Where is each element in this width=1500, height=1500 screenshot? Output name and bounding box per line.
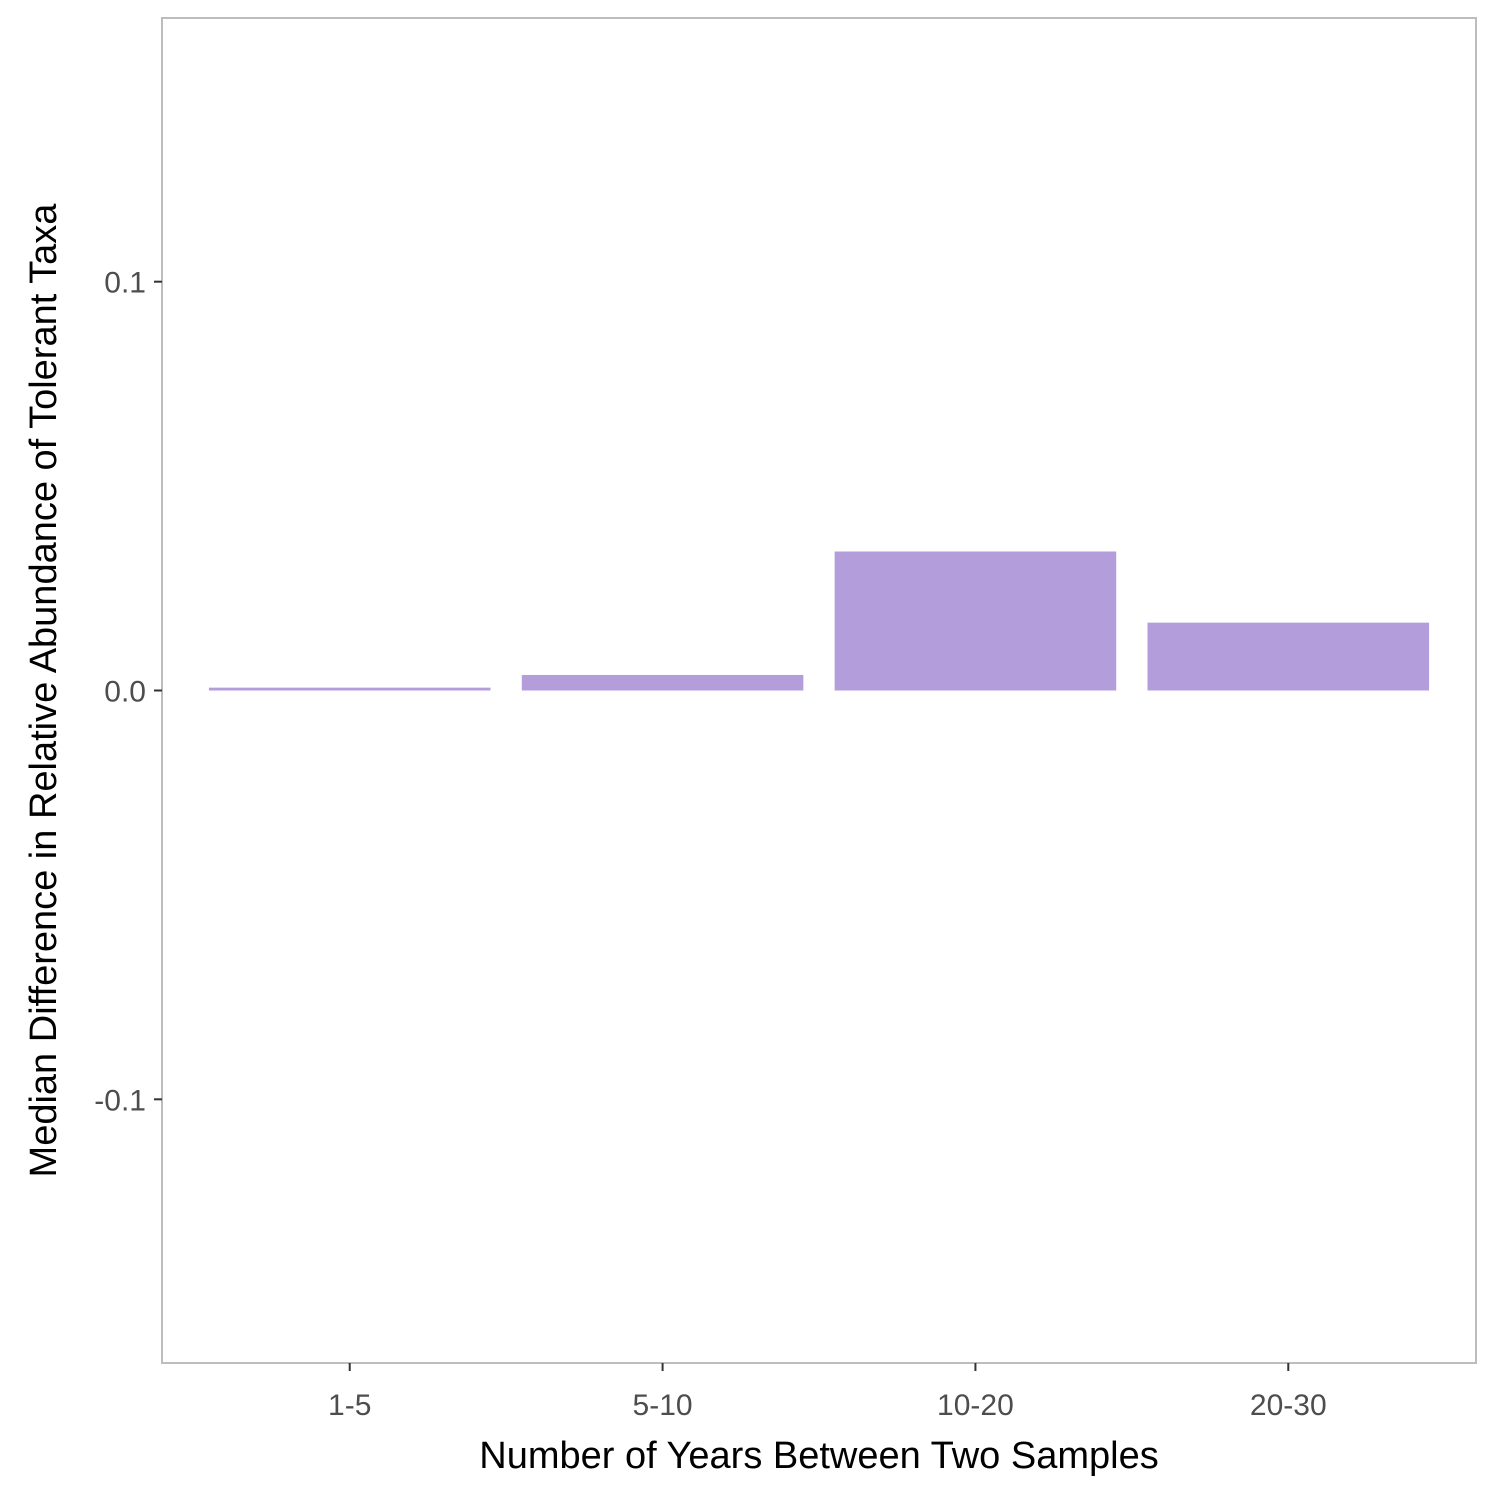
- x-axis: 1-5 5-10 10-20 20-30: [328, 1363, 1327, 1422]
- y-tick-label: -0.1: [94, 1084, 146, 1117]
- y-axis-title: Median Difference in Relative Abundance …: [23, 203, 65, 1178]
- bar-1-5: [208, 687, 491, 691]
- x-axis-title: Number of Years Between Two Samples: [479, 1435, 1158, 1477]
- bar-10-20: [834, 551, 1117, 691]
- y-tick-label: 0.1: [104, 267, 146, 300]
- y-tick-label: 0.0: [104, 676, 146, 709]
- x-tick-label: 5-10: [633, 1389, 693, 1422]
- bars: [208, 551, 1430, 691]
- x-tick-label: 10-20: [937, 1389, 1014, 1422]
- x-tick-label: 1-5: [328, 1389, 371, 1422]
- y-axis: -0.1 0.0 0.1: [94, 267, 162, 1117]
- bar-5-10: [521, 674, 804, 691]
- x-tick-label: 20-30: [1250, 1389, 1327, 1422]
- bar-20-30: [1147, 622, 1430, 691]
